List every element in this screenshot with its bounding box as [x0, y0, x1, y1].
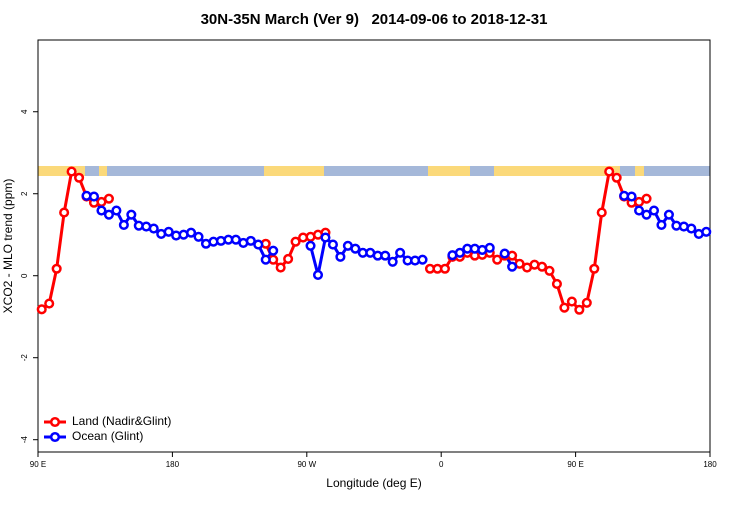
data-point	[44, 298, 55, 309]
data-point	[350, 243, 361, 254]
data-point	[574, 304, 585, 315]
y-tick-label: 0	[20, 273, 29, 278]
data-point	[559, 302, 570, 313]
x-tick-label: 0	[439, 460, 444, 469]
data-point	[492, 254, 503, 265]
x-tick-label: 180	[166, 460, 180, 469]
data-point	[59, 207, 70, 218]
data-point	[268, 245, 279, 256]
plot-frame	[37, 39, 711, 453]
data-point	[701, 226, 712, 237]
data-point	[51, 263, 62, 274]
x-axis-label: Longitude (deg E)	[326, 476, 421, 490]
data-point	[551, 278, 562, 289]
data-point	[327, 239, 338, 250]
data-point	[641, 193, 652, 204]
land-ocean-strip	[38, 166, 710, 176]
data-point	[439, 263, 450, 274]
series-line	[40, 168, 648, 312]
data-point	[148, 223, 159, 234]
data-point	[611, 172, 622, 183]
data-point	[193, 231, 204, 242]
data-point	[88, 191, 100, 202]
data-point	[312, 269, 324, 280]
x-tick-label: 90 E	[567, 460, 583, 469]
data-point	[648, 205, 660, 216]
legend-marker	[49, 416, 61, 428]
data-point	[260, 254, 271, 265]
data-point	[566, 296, 577, 307]
legend-label: Land (Nadir&Glint)	[72, 414, 171, 428]
y-tick-label: 4	[20, 109, 29, 114]
data-point	[417, 254, 428, 265]
data-point	[499, 248, 510, 259]
data-point	[305, 240, 316, 251]
data-point	[641, 209, 652, 220]
data-point	[656, 219, 667, 230]
data-point	[245, 235, 256, 246]
x-tick-label: 90 W	[297, 460, 316, 469]
data-point	[66, 166, 77, 177]
data-point	[74, 172, 85, 183]
legend-marker	[49, 431, 61, 443]
y-tick-label: 2	[20, 191, 29, 196]
data-point	[36, 304, 47, 315]
data-point	[275, 262, 286, 273]
data-point	[103, 209, 114, 220]
y-tick-label: -4	[20, 436, 29, 444]
data-point	[387, 256, 398, 267]
data-point	[186, 227, 197, 238]
data-point	[589, 263, 600, 274]
data-point	[507, 261, 518, 272]
data-point	[380, 250, 391, 261]
data-point	[544, 265, 555, 276]
data-point	[253, 239, 264, 250]
data-point	[118, 219, 129, 230]
data-point	[626, 191, 637, 202]
data-point	[96, 205, 107, 216]
data-point	[604, 166, 615, 177]
legend-label: Ocean (Glint)	[72, 429, 143, 443]
data-point	[111, 205, 122, 216]
data-point	[663, 209, 674, 220]
data-point	[484, 242, 495, 253]
x-tick-label: 90 E	[30, 460, 46, 469]
data-point	[283, 253, 294, 264]
data-point	[686, 223, 697, 234]
y-tick-label: -2	[20, 354, 29, 362]
chart-title: 30N-35N March (Ver 9) 2014-09-06 to 2018…	[201, 11, 548, 28]
data-point	[335, 251, 346, 262]
data-point	[596, 207, 607, 218]
data-point	[103, 193, 114, 204]
data-point	[536, 261, 548, 272]
data-point	[320, 232, 331, 243]
data-point	[454, 247, 465, 258]
y-axis-label: XCO2 - MLO trend (ppm)	[1, 179, 15, 314]
data-point	[126, 209, 137, 220]
data-point	[163, 226, 174, 237]
data-point	[634, 205, 645, 216]
data-point	[290, 236, 301, 247]
data-point	[395, 247, 406, 258]
x-tick-label: 180	[703, 460, 717, 469]
data-point	[581, 297, 592, 308]
